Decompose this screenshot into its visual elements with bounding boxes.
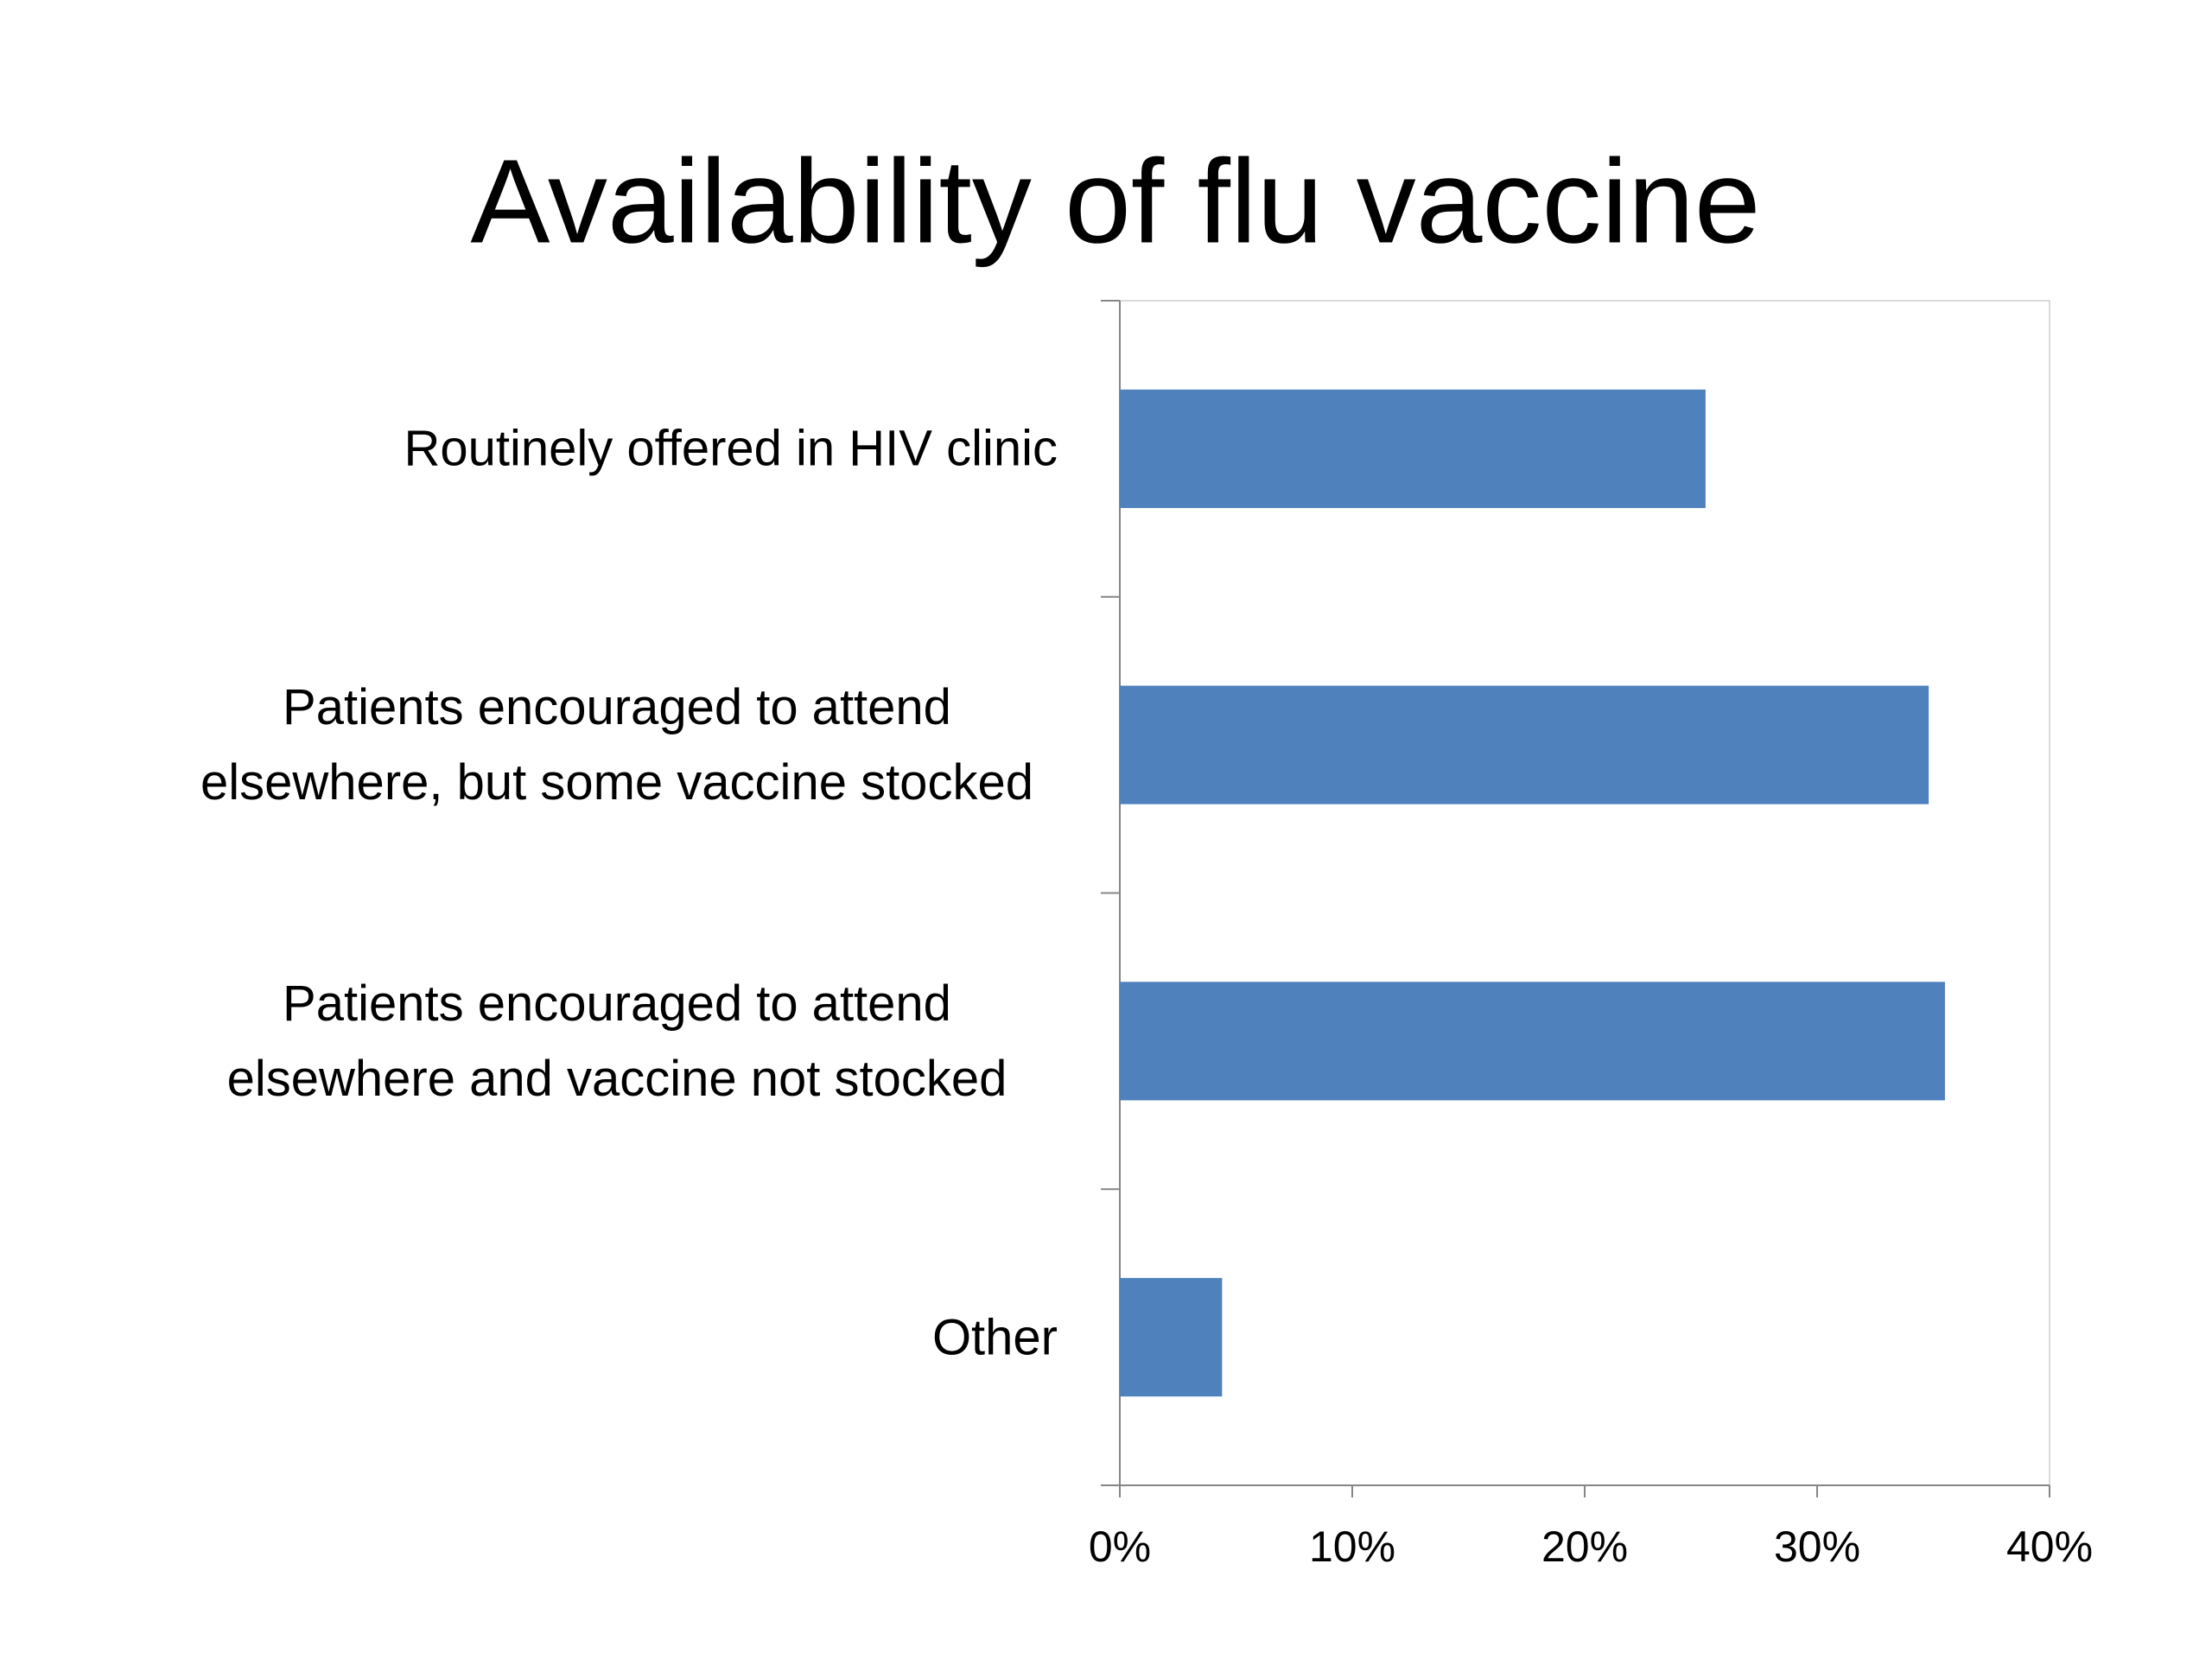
x-tick-label: 30% [1774, 1522, 1860, 1571]
plot-border [1120, 300, 2050, 1485]
y-tick-label: Patients encouraged to attend elsewhere … [226, 975, 1007, 1107]
x-tick-label: 10% [1309, 1522, 1395, 1571]
x-tick-label: 40% [2006, 1522, 2093, 1571]
x-tick-label: 20% [1541, 1522, 1628, 1571]
bar [1120, 389, 1706, 508]
bar [1120, 685, 1929, 804]
y-tick-label: Patients encouraged to attend elsewhere,… [200, 679, 1033, 811]
chart-title: Availability of flu vaccine [470, 135, 1760, 268]
y-tick-label: Routinely offered in HIV clinic [404, 420, 1058, 477]
y-tick-label: Other [931, 1309, 1058, 1366]
bar [1120, 1278, 1223, 1397]
bar [1120, 982, 1945, 1101]
x-tick-label: 0% [1089, 1522, 1151, 1571]
